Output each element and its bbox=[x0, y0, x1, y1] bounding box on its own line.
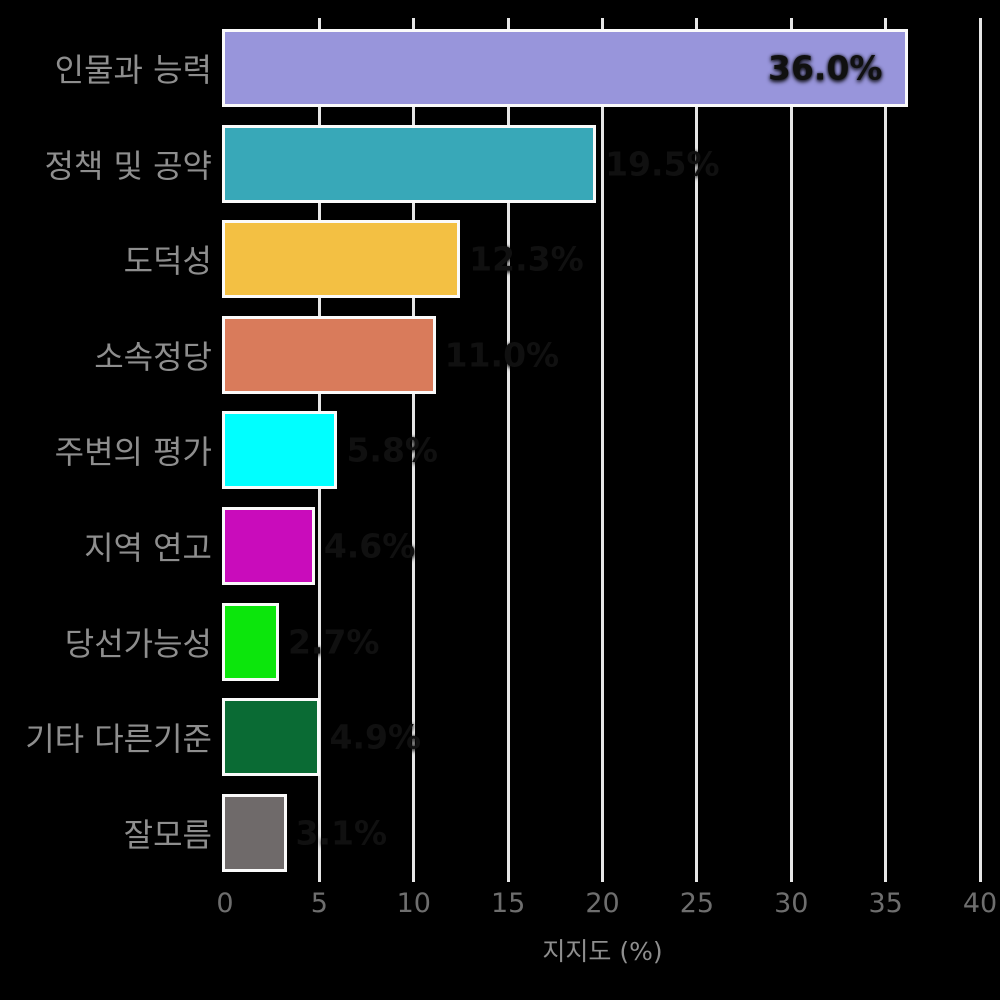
bar-0 bbox=[222, 29, 908, 107]
bar-7 bbox=[222, 698, 321, 777]
bar-value-label-7: 4.9% bbox=[329, 717, 422, 757]
bar-value-label-4: 5.8% bbox=[346, 430, 438, 470]
category-label-5: 지역 연고 bbox=[84, 529, 212, 567]
x-tick-label-10: 10 bbox=[396, 888, 431, 919]
x-tick-label-5: 5 bbox=[310, 888, 328, 919]
gridline-20 bbox=[601, 18, 604, 882]
bar-value-label-1: 19.5% bbox=[605, 144, 720, 184]
gridline-40 bbox=[978, 18, 982, 882]
gridline-30 bbox=[789, 18, 793, 882]
x-tick-label-35: 35 bbox=[868, 888, 903, 919]
category-label-0: 인물과 능력 bbox=[54, 51, 212, 89]
category-label-3: 소속정당 bbox=[94, 337, 212, 376]
category-label-2: 도덕성 bbox=[123, 242, 212, 281]
bar-value-label-8: 3.1% bbox=[295, 813, 388, 853]
gridline-15 bbox=[506, 18, 510, 882]
bar-value-label-6: 2.7% bbox=[287, 622, 380, 662]
gridline-35 bbox=[884, 18, 888, 882]
bar-3 bbox=[222, 315, 436, 394]
category-label-1: 정책 및 공약 bbox=[44, 146, 212, 185]
x-tick-label-25: 25 bbox=[679, 888, 715, 919]
x-axis-title: 지지도 (%) bbox=[542, 937, 663, 966]
x-tick-label-40: 40 bbox=[962, 888, 998, 919]
bar-value-label-2: 12.3% bbox=[469, 239, 584, 279]
bar-4 bbox=[222, 411, 338, 490]
bar-6 bbox=[222, 602, 279, 681]
bar-5 bbox=[222, 507, 315, 585]
bar-value-label-0: 36.0% bbox=[768, 48, 883, 88]
x-tick-label-30: 30 bbox=[774, 888, 809, 919]
category-label-6: 당선가능성 bbox=[64, 624, 212, 663]
gridline-10 bbox=[412, 18, 416, 882]
x-tick-label-20: 20 bbox=[585, 888, 620, 919]
bar-value-label-3: 11.0% bbox=[444, 335, 560, 375]
category-label-7: 기타 다른기준 bbox=[25, 720, 212, 759]
x-tick-label-15: 15 bbox=[490, 888, 526, 919]
x-tick-label-0: 0 bbox=[216, 888, 234, 919]
category-label-4: 주변의 평가 bbox=[54, 433, 212, 472]
bar-value-label-5: 4.6% bbox=[323, 526, 416, 566]
bar-1 bbox=[222, 124, 597, 203]
bar-2 bbox=[222, 220, 461, 299]
gridline-25 bbox=[695, 18, 699, 882]
bar-8 bbox=[222, 793, 287, 872]
category-label-8: 잘모름 bbox=[123, 815, 212, 854]
